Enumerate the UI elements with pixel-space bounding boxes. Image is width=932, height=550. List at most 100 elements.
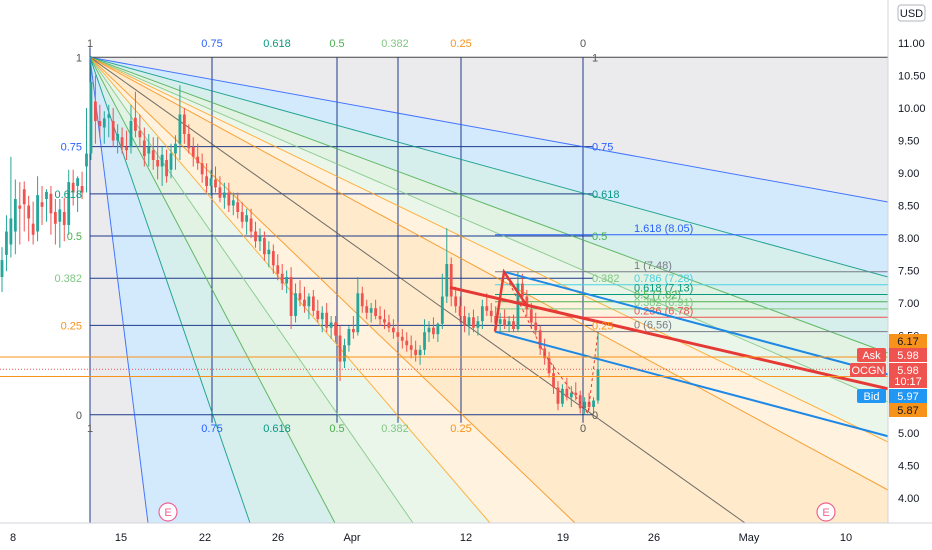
gann-right-label: 1 (592, 52, 598, 64)
price-tag-value-bg (889, 348, 927, 362)
gann-bottom-label: 0.618 (263, 423, 291, 435)
candle-body (80, 186, 84, 193)
y-tick-label: 7.50 (898, 266, 919, 278)
gann-bottom-label: 0.5 (329, 423, 344, 435)
candle-body (76, 178, 80, 186)
candle-body (365, 306, 369, 313)
currency-label: USD (900, 8, 923, 20)
candle-body (458, 306, 462, 316)
candle-body (240, 212, 244, 222)
x-tick-label: Apr (343, 532, 360, 544)
candle-body (525, 296, 529, 310)
candle-body (547, 358, 551, 374)
fan-ray (89, 56, 576, 524)
candle-body (396, 332, 400, 337)
candle-body (454, 296, 458, 307)
price-axis: USD 11.00 10.50 10.00 9.50 9.00 8.50 8.00 7.50 7.… (887, 0, 932, 550)
candle-body (191, 147, 195, 157)
candle-body (561, 388, 564, 404)
x-tick-label: 10 (840, 532, 852, 544)
candle-body (343, 345, 346, 362)
candle-body (45, 191, 48, 199)
candle-body (209, 178, 213, 186)
price-tag-name: Ask (862, 350, 881, 362)
fib-level-label: 0 (6.56) (634, 320, 672, 332)
candle-body (9, 218, 13, 245)
candle-body (418, 349, 422, 355)
candle-body (472, 317, 475, 328)
gann-grid-lines (89, 47, 888, 523)
fan-ray (89, 56, 889, 443)
candle-body (169, 153, 173, 170)
y-tick-label: 5.00 (898, 428, 919, 440)
candle-body (5, 231, 8, 255)
fan-ray (89, 56, 889, 278)
candle-body (325, 312, 329, 328)
candle-body (205, 176, 208, 186)
candle-body (338, 335, 342, 362)
candle-body (116, 134, 120, 141)
y-tick-label: 10.50 (898, 71, 926, 83)
y-tick-label: 8.50 (898, 201, 919, 213)
candle-body (552, 373, 555, 388)
candle-body (267, 249, 271, 255)
fan-ray (89, 56, 889, 491)
fan-ray (89, 56, 746, 524)
gann-bottom-label: 1 (87, 423, 93, 435)
candle-body (316, 310, 320, 320)
candle-body (427, 327, 431, 333)
candle-body (62, 212, 66, 225)
candle-body (392, 327, 395, 333)
candle-body (383, 319, 386, 323)
event-marker[interactable] (816, 502, 836, 522)
candle-body (592, 400, 595, 407)
candle-body (476, 321, 480, 328)
trend-overlay (0, 268, 889, 438)
gann-left-label: 0.25 (61, 320, 82, 332)
fan-ray (89, 56, 889, 354)
gann-top-label: 1 (87, 38, 93, 50)
gann-bottom-label: 0 (580, 423, 586, 435)
candle-body (156, 160, 160, 167)
candle-body (31, 223, 35, 235)
y-tick-label: 10.00 (898, 103, 926, 115)
candle-body (480, 306, 484, 322)
candle-body (258, 236, 262, 242)
candle-body (147, 147, 151, 154)
candle-body (53, 212, 57, 224)
event-marker[interactable] (158, 502, 178, 522)
candle-body (227, 192, 231, 206)
candle-body (289, 277, 293, 316)
price-tag-label-bg (857, 348, 886, 362)
fib-level-label: 0.236 (6.78) (634, 305, 693, 317)
currency-box[interactable] (897, 4, 926, 22)
gann-top-label: 0.75 (201, 38, 222, 50)
candle-body (0, 260, 4, 277)
x-tick-label: May (739, 532, 760, 544)
price-tag-value: 5.97 (897, 391, 918, 403)
x-tick-label: 12 (460, 532, 472, 544)
candle-body (298, 293, 302, 300)
candle-body (142, 140, 146, 157)
candle-body (436, 323, 440, 335)
gann-left-label: 0.5 (67, 231, 82, 243)
y-tick-label: 11.00 (898, 38, 925, 50)
fan-ray (89, 56, 889, 403)
price-tag-value-bg (889, 363, 927, 377)
x-tick-label: 26 (648, 532, 660, 544)
candle-body (294, 293, 297, 316)
price-tag-value: 5.87 (897, 405, 918, 417)
gann-bottom-label: 0.25 (450, 423, 471, 435)
candle-body (22, 189, 26, 205)
event-marker-label: E (164, 507, 171, 519)
candle-body (449, 264, 453, 297)
candle-body (351, 329, 355, 333)
candle-body (529, 309, 533, 323)
candle-body (111, 121, 115, 141)
candle-body (107, 114, 111, 118)
candle-body (249, 218, 253, 232)
fib-retracement: 1.618 (8.05) 1 (7.48)0.786 (7.28)0.618 (7… (495, 223, 888, 333)
candle-body (231, 200, 235, 206)
